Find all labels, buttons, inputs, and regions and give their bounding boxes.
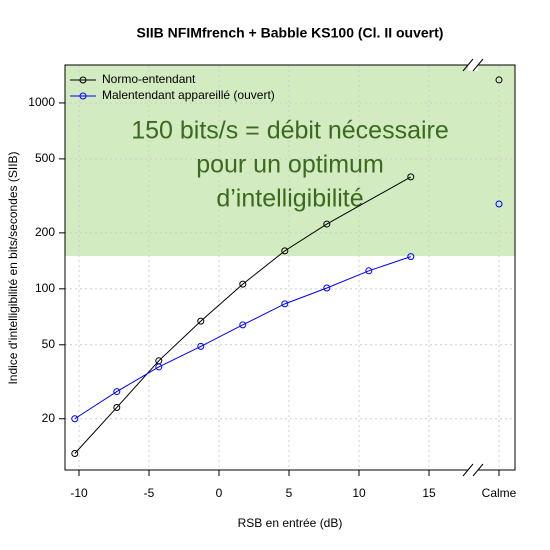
data-point — [155, 363, 163, 371]
annotation: d’intelligibilité — [216, 185, 363, 213]
x-tick-label: 0 — [216, 486, 223, 500]
legend-marker — [79, 76, 87, 84]
y-tick-label: 200 — [35, 225, 55, 239]
data-point — [71, 450, 79, 458]
x-tick-label: 15 — [422, 486, 436, 500]
y-tick-label: 20 — [42, 411, 56, 425]
data-point — [323, 220, 331, 228]
x-tick-label: -10 — [70, 486, 88, 500]
data-point — [281, 300, 289, 308]
axis-break — [468, 464, 478, 476]
data-point — [407, 253, 415, 261]
annotation: 150 bits/s = débit nécessaire — [131, 117, 449, 145]
x-tick-label: -5 — [144, 486, 155, 500]
data-point — [495, 76, 503, 84]
data-point — [495, 200, 503, 208]
data-point — [281, 247, 289, 255]
y-tick-label: 50 — [42, 337, 56, 351]
data-point — [239, 321, 247, 329]
data-point — [239, 280, 247, 288]
legend-marker — [79, 92, 87, 100]
plot-frame — [64, 64, 516, 471]
x-axis-label: RSB en entrée (dB) — [238, 516, 343, 530]
threshold-zone — [65, 65, 515, 257]
x-tick-label: Calme — [482, 486, 517, 500]
axis-break — [462, 58, 474, 72]
data-point — [113, 403, 121, 411]
x-tick-label: 5 — [286, 486, 293, 500]
data-point — [197, 342, 205, 350]
data-point — [323, 284, 331, 292]
axis-break — [468, 59, 478, 71]
x-tick-label: 10 — [352, 486, 366, 500]
data-point — [113, 388, 121, 396]
axis-break — [472, 463, 484, 477]
data-point — [197, 317, 205, 325]
y-tick-label: 500 — [35, 151, 55, 165]
axis-break — [462, 463, 474, 477]
y-tick-label: 100 — [35, 281, 55, 295]
data-point — [407, 173, 415, 181]
legend-label: Normo-entendant — [102, 72, 196, 86]
legend-label: Malentendant appareillé (ouvert) — [102, 88, 275, 102]
chart-title: SIIB NFIMfrench + Babble KS100 (Cl. II o… — [137, 25, 444, 41]
y-axis-label: Indice d'intelligibilité en bits/seconde… — [6, 151, 20, 384]
y-tick-label: 1000 — [28, 95, 55, 109]
data-point — [365, 267, 373, 275]
series-line — [74, 256, 411, 420]
series-line — [74, 176, 412, 454]
axis-break — [472, 58, 484, 72]
annotation: pour un optimum — [196, 151, 384, 179]
data-point — [71, 415, 79, 423]
